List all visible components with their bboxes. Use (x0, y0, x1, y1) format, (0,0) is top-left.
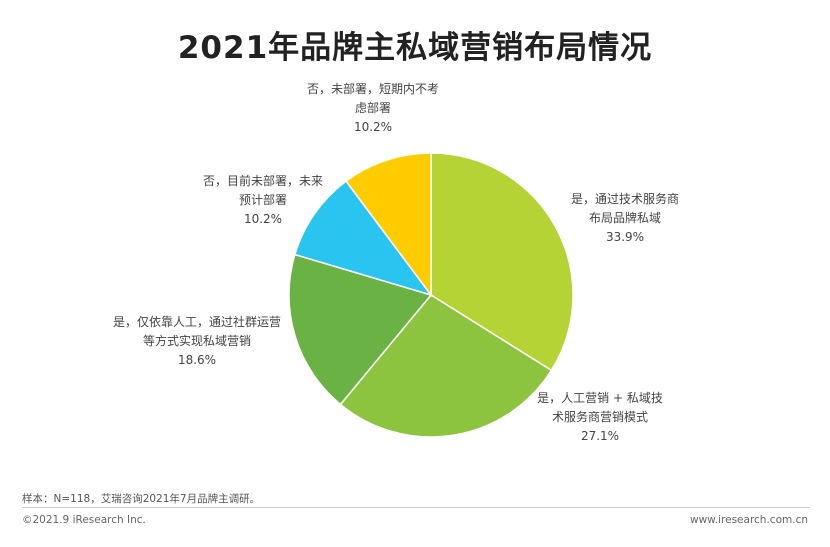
slice-label-5: 否，未部署，短期内不考虑部署 10.2% (307, 81, 439, 134)
pie-slice-4 (293, 180, 433, 297)
slice-value-label: 27.1% (581, 429, 619, 443)
slice-value-label: 18.6% (178, 353, 216, 367)
footer-divider (22, 507, 810, 508)
pie-slice-1 (430, 152, 574, 372)
pie-slice-5 (345, 152, 432, 298)
pie-slice-3 (288, 253, 433, 406)
slice-label-line: 否，目前未部署，未来 (203, 173, 323, 188)
slice-label-line: 术服务商营销模式 (552, 409, 648, 424)
website-link[interactable]: www.iresearch.com.cn (689, 514, 808, 526)
pie-slices (288, 152, 574, 438)
slice-label-line: 是，仅依靠人工，通过社群运营 (113, 314, 281, 329)
pie-slice-2 (339, 294, 553, 438)
slice-label-2: 是，人工营销 + 私域技术服务商营销模式 27.1% (537, 391, 663, 443)
slice-value-label: 10.2% (244, 212, 282, 226)
slice-label-line: 是，人工营销 + 私域技 (537, 391, 663, 405)
slice-label-3: 是，仅依靠人工，通过社群运营等方式实现私域营销 18.6% (113, 314, 281, 367)
slice-label-1: 是，通过技术服务商布局品牌私域 33.9% (571, 191, 679, 244)
slice-labels: 是，通过技术服务商布局品牌私域 33.9% 是，人工营销 + 私域技术服务商营销模式… (113, 81, 679, 443)
slice-label-line: 虑部署 (355, 100, 391, 115)
slice-label-line: 等方式实现私域营销 (143, 333, 251, 348)
copyright-text: ©2021.9 iResearch Inc. (22, 514, 146, 526)
slice-value-label: 10.2% (354, 120, 392, 134)
chart-title: 2021年品牌主私域营销布局情况 (177, 30, 653, 66)
slice-value-label: 33.9% (606, 230, 644, 244)
slice-label-line: 布局品牌私域 (589, 211, 661, 225)
slice-label-line: 是，通过技术服务商 (571, 191, 679, 206)
source-note: 样本：N=118，艾瑞咨询2021年7月品牌主调研。 (22, 493, 261, 505)
slice-label-line: 预计部署 (239, 192, 287, 207)
slice-label-line: 否，未部署，短期内不考 (307, 81, 439, 96)
slice-label-4: 否，目前未部署，未来预计部署 10.2% (203, 173, 323, 226)
